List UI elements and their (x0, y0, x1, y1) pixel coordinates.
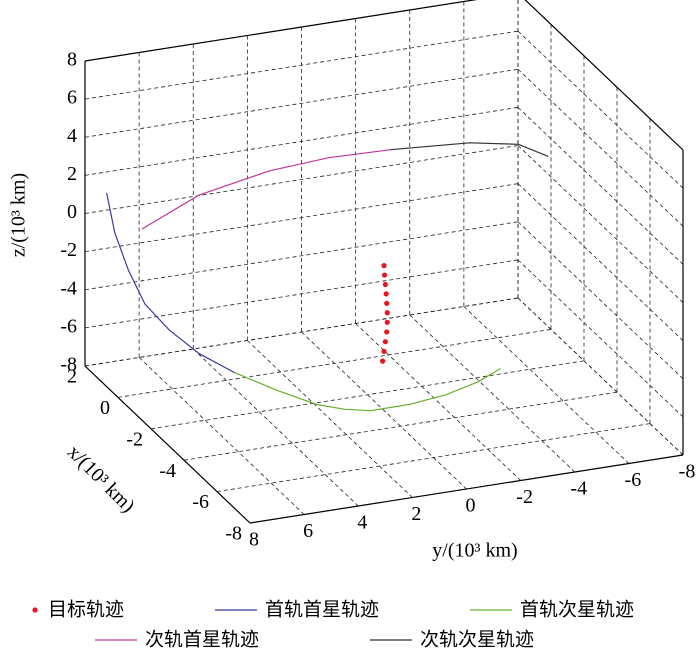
x-tick-label: -8 (225, 523, 242, 545)
grid-line (524, 0, 684, 151)
legend-label: 首轨次星轨迹 (520, 599, 634, 621)
grid-line (517, 145, 684, 303)
z-tick-label: -4 (60, 277, 77, 299)
y-tick-label: 6 (303, 520, 313, 542)
grid-line (216, 423, 651, 492)
x-tick-label: -4 (159, 460, 176, 482)
box-edge (84, 365, 251, 524)
trajectory-line (141, 149, 391, 230)
grid-line (517, 259, 684, 418)
z-tick-label: 2 (67, 163, 77, 185)
grid-line (84, 183, 519, 253)
z-tick-label: 0 (67, 201, 77, 223)
grid (84, 0, 684, 524)
x-axis-label: x/(10³ km) (63, 441, 139, 517)
x-tick-label: -6 (192, 491, 209, 513)
grid-line (150, 360, 585, 430)
y-tick-label: 2 (411, 503, 421, 525)
z-tick-label: -2 (60, 239, 77, 261)
grid-line (117, 329, 552, 398)
x-tick-label: 2 (67, 366, 77, 388)
target-point (380, 358, 386, 364)
grid-line (192, 348, 359, 507)
y-tick-label: -8 (679, 461, 696, 483)
legend-label: 目标轨迹 (48, 599, 124, 621)
target-point (382, 281, 388, 288)
box-edge (84, 0, 478, 62)
grid-line (84, 68, 519, 138)
z-tick-label: -6 (60, 315, 77, 337)
trajectory-line (106, 192, 235, 374)
y-tick-label: -2 (516, 486, 533, 508)
grid-line (84, 221, 519, 291)
legend-label: 次轨首星轨迹 (145, 629, 259, 651)
box-edge (249, 454, 684, 524)
target-point (383, 291, 389, 297)
z-axis-label: z/(10³ km) (8, 173, 30, 257)
y-tick-label: -4 (570, 478, 587, 500)
y-tick-label: -6 (625, 469, 642, 491)
grid-line (84, 297, 519, 367)
grid-line (84, 145, 519, 214)
grid-line (84, 106, 519, 176)
grid-line (301, 331, 467, 490)
z-tick-label: 4 (67, 125, 77, 147)
box-edge (524, 0, 684, 151)
grid-line (409, 314, 576, 473)
target-point (384, 319, 390, 325)
target-point (381, 263, 387, 269)
tick-labels: -8 -6 -4 -2 0 2 4 6 8 2 0 -2 -4 -6 -8 8 6 4 2 0 -2 -4 -6 -8 (60, 49, 695, 551)
trajectory-line (234, 367, 501, 412)
trajectory-line (390, 142, 549, 157)
grid-line (517, 221, 684, 380)
legend-label: 首轨首星轨迹 (265, 599, 379, 621)
target-point (382, 339, 388, 345)
target-point (384, 310, 390, 316)
grid-line (138, 357, 305, 515)
z-tick-label: -8 (60, 354, 77, 376)
z-tick-label: 6 (67, 87, 77, 109)
grid-line (84, 30, 519, 100)
y-axis-label: y/(10³ km) (432, 540, 517, 562)
grid-line (517, 68, 684, 227)
grid-line (183, 391, 618, 461)
y-tick-label: 4 (357, 512, 367, 534)
legend-marker (32, 607, 38, 613)
plot-area (106, 142, 549, 412)
grid-line (517, 107, 684, 265)
z-tick-label: 8 (67, 49, 77, 71)
target-point (381, 272, 388, 278)
target-point (384, 329, 390, 335)
grid-line (247, 340, 413, 498)
grid-line (517, 30, 684, 189)
grid-line (517, 183, 684, 341)
target-point (381, 348, 387, 355)
legend-label: 次轨次星轨迹 (420, 629, 534, 651)
target-point (384, 300, 390, 306)
grid-line (517, 297, 684, 456)
y-tick-label: 8 (249, 529, 259, 551)
x-tick-label: 0 (100, 397, 110, 419)
box-edges (84, 0, 684, 524)
y-tick-label: 0 (466, 495, 476, 517)
x-tick-label: -2 (126, 428, 143, 450)
grid-line (463, 306, 630, 464)
